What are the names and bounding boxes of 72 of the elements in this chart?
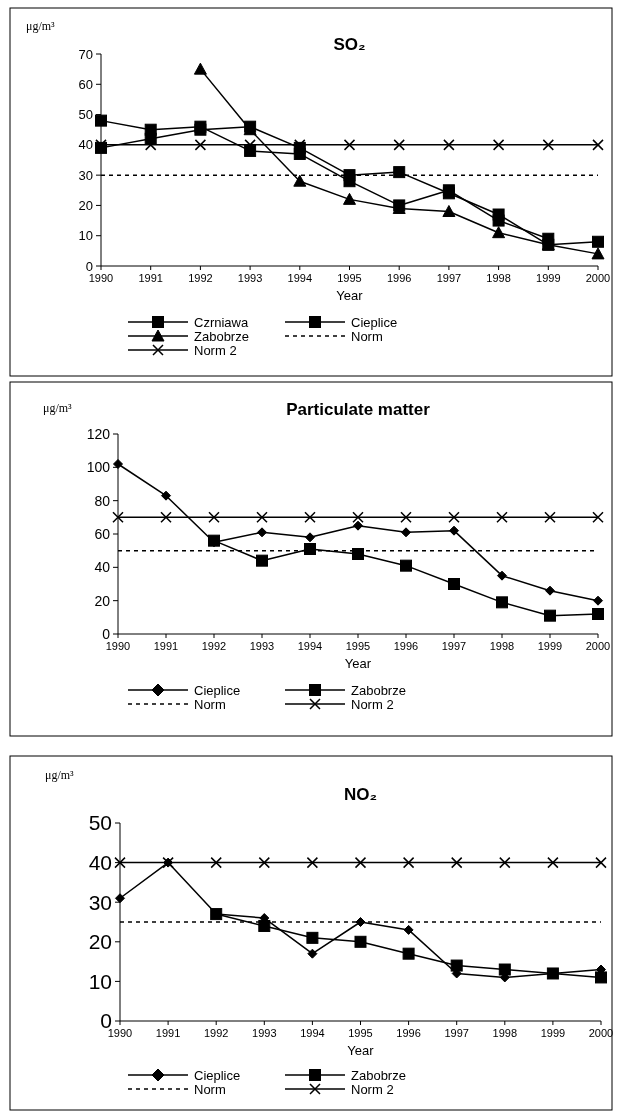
x-axis-title: Year xyxy=(336,288,364,303)
x-tick-label: 1995 xyxy=(337,272,362,284)
x-tick-label: 1996 xyxy=(396,1027,421,1039)
y-tick-label: 40 xyxy=(94,559,111,576)
x-tick-label: 1995 xyxy=(348,1027,373,1039)
x-tick-label: 1992 xyxy=(203,1027,229,1039)
x-tick-label: 1993 xyxy=(237,272,263,284)
x-tick-label: 1994 xyxy=(287,272,313,284)
x-tick-label: 1991 xyxy=(153,640,179,652)
y-tick-label: 30 xyxy=(88,890,112,914)
x-tick-label: 1998 xyxy=(492,1027,518,1039)
y-tick-label: 70 xyxy=(78,46,93,62)
legend-label: Norm 2 xyxy=(194,342,237,358)
x-tick-label: 2000 xyxy=(585,272,611,284)
x-tick-label: 1999 xyxy=(536,272,561,284)
legend-label: Cieplice xyxy=(194,682,241,698)
y-tick-label: 20 xyxy=(78,197,93,213)
x-tick-label: 1991 xyxy=(155,1027,181,1039)
x-tick-label: 1996 xyxy=(393,640,419,652)
y-tick-label: 10 xyxy=(88,969,112,993)
chart-title: Particulate matter xyxy=(286,400,431,419)
x-tick-label: 1992 xyxy=(201,640,227,652)
y-tick-label: 120 xyxy=(86,425,111,442)
x-tick-label: 1996 xyxy=(386,272,412,284)
legend-label: Czrniawa xyxy=(194,314,249,330)
legend-label: Cieplice xyxy=(351,314,398,330)
chart-title: SO₂ xyxy=(333,35,366,54)
y-tick-label: 0 xyxy=(85,258,93,274)
y-axis-title: μg/m³ xyxy=(43,401,73,415)
y-tick-label: 20 xyxy=(88,930,112,954)
y-tick-label: 30 xyxy=(78,167,93,183)
y-axis-title: μg/m³ xyxy=(26,19,56,33)
y-tick-label: 20 xyxy=(94,592,111,609)
x-tick-label: 1995 xyxy=(345,640,371,652)
y-tick-label: 60 xyxy=(94,525,111,542)
chart-title: NO₂ xyxy=(343,785,378,804)
y-tick-label: 40 xyxy=(88,850,112,874)
y-tick-label: 10 xyxy=(78,228,93,244)
x-tick-label: 1993 xyxy=(252,1027,277,1039)
x-tick-label: 1990 xyxy=(88,272,114,284)
x-tick-label: 1990 xyxy=(107,1027,133,1039)
x-tick-label: 1997 xyxy=(444,1027,469,1039)
x-tick-label: 1998 xyxy=(489,640,515,652)
x-tick-label: 1992 xyxy=(188,272,213,284)
x-axis-title: Year xyxy=(347,1043,375,1058)
y-tick-label: 40 xyxy=(78,137,93,153)
y-tick-label: 80 xyxy=(94,492,111,509)
x-tick-label: 1997 xyxy=(441,640,467,652)
x-tick-label: 1990 xyxy=(105,640,131,652)
x-tick-label: 1999 xyxy=(540,1027,566,1039)
y-tick-label: 50 xyxy=(78,107,93,123)
legend-label: Norm 2 xyxy=(351,696,394,712)
x-tick-label: 2000 xyxy=(588,1027,614,1039)
y-tick-label: 60 xyxy=(78,76,93,92)
legend-label: Zabobrze xyxy=(351,682,406,698)
x-axis-title: Year xyxy=(344,656,372,671)
legend-label: Zabobrze xyxy=(194,328,249,344)
x-tick-label: 1998 xyxy=(486,272,511,284)
x-tick-label: 1991 xyxy=(138,272,163,284)
x-tick-label: 1993 xyxy=(249,640,275,652)
x-tick-label: 1994 xyxy=(297,640,323,652)
x-tick-label: 1999 xyxy=(537,640,563,652)
x-tick-label: 1997 xyxy=(436,272,462,284)
legend-label: Cieplice xyxy=(194,1067,241,1083)
x-tick-label: 2000 xyxy=(585,640,611,652)
legend-label: Zabobrze xyxy=(351,1067,406,1083)
y-tick-label: 0 xyxy=(102,625,111,642)
y-tick-label: 100 xyxy=(86,459,111,476)
legend-label: Norm 2 xyxy=(351,1081,394,1097)
y-axis-title: μg/m³ xyxy=(45,768,75,782)
x-tick-label: 1994 xyxy=(300,1027,325,1039)
y-tick-label: 50 xyxy=(88,811,112,835)
